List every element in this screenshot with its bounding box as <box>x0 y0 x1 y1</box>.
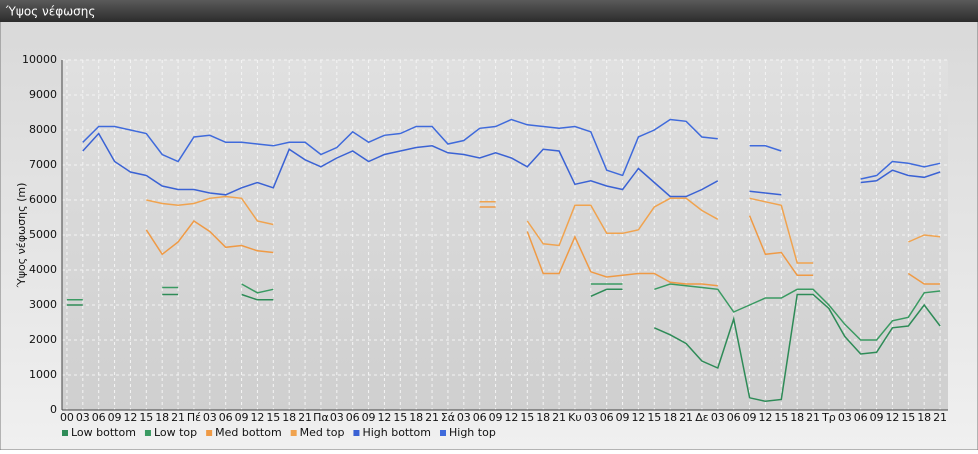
y-tick-label: 10000 <box>22 53 57 66</box>
x-tick-label: 03 <box>584 411 598 424</box>
legend-swatch <box>62 430 68 436</box>
y-axis-label: Ύψος νέφωσης (m) <box>15 183 28 289</box>
series-line <box>145 206 941 287</box>
x-tick-label: 03 <box>330 411 344 424</box>
x-tick-label: 03 <box>838 411 852 424</box>
y-tick-label: 6000 <box>29 193 57 206</box>
x-tick-label: 09 <box>870 411 884 424</box>
series-line <box>66 283 941 341</box>
legend-swatch <box>353 430 360 436</box>
x-tick-label: 12 <box>758 411 772 424</box>
x-tick-label: 15 <box>901 411 915 424</box>
x-tick-label: 06 <box>473 411 487 424</box>
x-tick-label: 15 <box>266 411 280 424</box>
legend-label: Low bottom <box>71 426 136 439</box>
x-tick-label: 12 <box>123 411 137 424</box>
x-tick-label: 15 <box>139 411 153 424</box>
x-tick-label: 06 <box>600 411 614 424</box>
x-tick-label: 21 <box>806 411 820 424</box>
y-tick-label: 1000 <box>29 368 57 381</box>
x-tick-label: Κυ <box>568 411 582 424</box>
x-tick-label: 03 <box>76 411 90 424</box>
x-tick-label: 00 <box>60 411 74 424</box>
x-tick-label: 21 <box>933 411 947 424</box>
series-line <box>82 118 941 180</box>
x-tick-label: 18 <box>409 411 423 424</box>
y-tick-label: 7000 <box>29 158 57 171</box>
x-tick-label: 09 <box>616 411 630 424</box>
x-tick-label: 21 <box>298 411 312 424</box>
legend-swatch <box>144 430 151 436</box>
x-tick-label: 09 <box>489 411 503 424</box>
x-tick-label: 09 <box>108 411 122 424</box>
header <box>0 0 978 22</box>
x-tick-label: 09 <box>235 411 249 424</box>
x-tick-label: 12 <box>631 411 645 424</box>
x-tick-label: 21 <box>552 411 566 424</box>
legend-label: Med bottom <box>215 426 282 439</box>
x-tick-label: 18 <box>917 411 931 424</box>
y-tick-label: 2000 <box>29 333 57 346</box>
y-tick-label: 0 <box>50 403 57 416</box>
series-line <box>66 288 941 403</box>
legend-label: High top <box>449 426 496 439</box>
x-tick-label: 15 <box>520 411 534 424</box>
x-tick-label: 09 <box>362 411 376 424</box>
x-tick-label: 21 <box>679 411 693 424</box>
y-tick-label: 9000 <box>29 88 57 101</box>
x-tick-label: 09 <box>743 411 757 424</box>
x-tick-label: 12 <box>377 411 391 424</box>
x-tick-label: 12 <box>885 411 899 424</box>
y-tick-label: 3000 <box>29 298 57 311</box>
x-tick-label: Σά <box>441 411 455 424</box>
x-tick-label: Δε <box>695 411 709 424</box>
x-tick-label: 03 <box>711 411 725 424</box>
legend-swatch <box>290 430 297 436</box>
x-tick-label: 21 <box>425 411 439 424</box>
x-tick-label: 15 <box>774 411 788 424</box>
x-tick-label: 06 <box>92 411 106 424</box>
x-tick-label: 12 <box>250 411 264 424</box>
header-title: Ύψος νέφωσης <box>5 5 95 19</box>
x-tick-label: 03 <box>203 411 217 424</box>
x-tick-label: 18 <box>536 411 550 424</box>
y-tick-label: 8000 <box>29 123 57 136</box>
legend-label: High bottom <box>362 426 431 439</box>
x-tick-label: 06 <box>727 411 741 424</box>
x-tick-label: 15 <box>647 411 661 424</box>
series-line <box>82 132 941 198</box>
legend-swatch <box>440 430 446 436</box>
x-tick-label: 21 <box>171 411 185 424</box>
x-tick-label: 18 <box>790 411 804 424</box>
x-tick-label: 06 <box>854 411 868 424</box>
legend-label: Med top <box>300 426 345 439</box>
x-tick-label: 03 <box>457 411 471 424</box>
series-line <box>146 195 941 264</box>
x-tick-label: 18 <box>663 411 677 424</box>
legend-label: Low top <box>154 426 197 439</box>
x-tick-label: 12 <box>504 411 518 424</box>
x-tick-label: Τρ <box>821 411 836 424</box>
legend-swatch <box>206 430 213 436</box>
x-tick-label: 18 <box>282 411 296 424</box>
x-tick-label: 06 <box>219 411 233 424</box>
y-tick-label: 5000 <box>29 228 57 241</box>
x-tick-label: 18 <box>155 411 169 424</box>
x-tick-label: 15 <box>393 411 407 424</box>
x-tick-label: Πέ <box>187 411 201 424</box>
x-tick-label: Πα <box>313 411 329 424</box>
x-tick-label: 06 <box>346 411 360 424</box>
y-tick-label: 4000 <box>29 263 57 276</box>
